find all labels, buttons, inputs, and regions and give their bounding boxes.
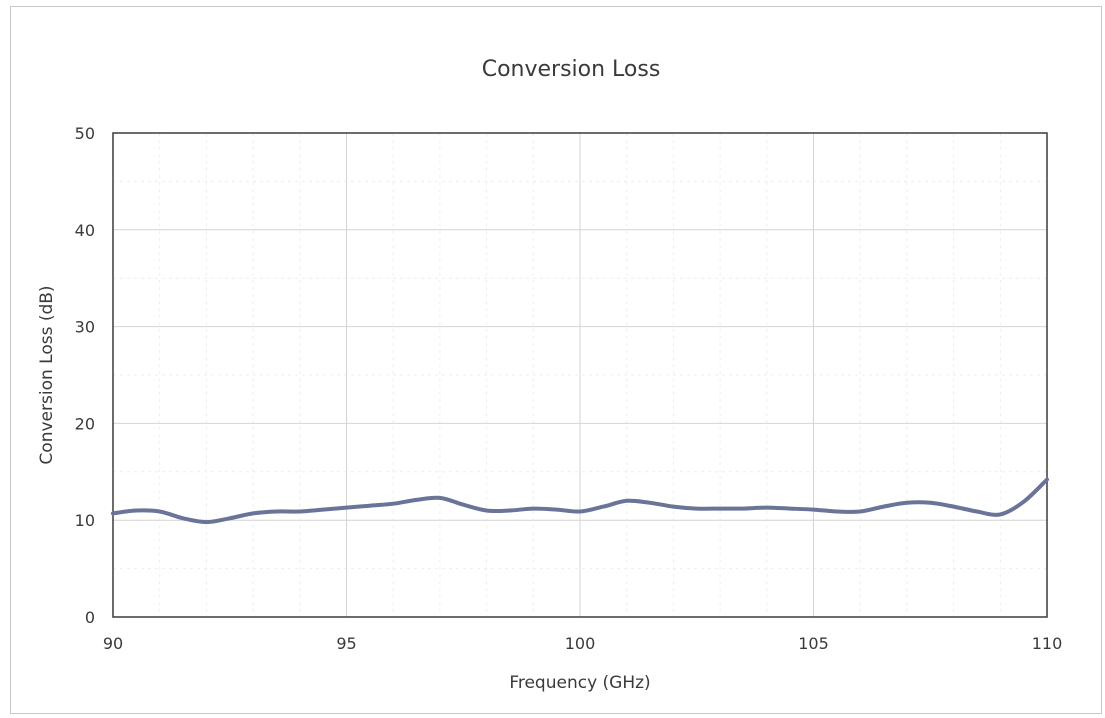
chart-title: Conversion Loss	[482, 57, 661, 82]
x-tick-label: 95	[336, 634, 356, 653]
y-axis-ticks: 0 10 20 30 40 50	[75, 124, 95, 627]
chart-frame	[10, 6, 1102, 714]
x-tick-label: 110	[1032, 634, 1063, 653]
y-axis-label: Conversion Loss (dB)	[37, 285, 57, 464]
y-tick-label: 30	[75, 318, 95, 337]
y-tick-label: 0	[85, 608, 95, 627]
y-tick-label: 10	[75, 511, 95, 530]
series-line-conversion-loss	[111, 477, 1049, 525]
x-axis-ticks: 90 95 100 105 110	[103, 634, 1062, 653]
x-tick-label: 90	[103, 634, 123, 653]
x-axis-label: Frequency (GHz)	[509, 673, 650, 693]
x-tick-label: 100	[565, 634, 596, 653]
plot-area-border	[112, 132, 1048, 618]
y-tick-label: 50	[75, 124, 95, 143]
y-tick-label: 40	[75, 221, 95, 240]
y-tick-label: 20	[75, 414, 95, 433]
x-tick-label: 105	[798, 634, 829, 653]
grid-lines	[113, 133, 1047, 617]
